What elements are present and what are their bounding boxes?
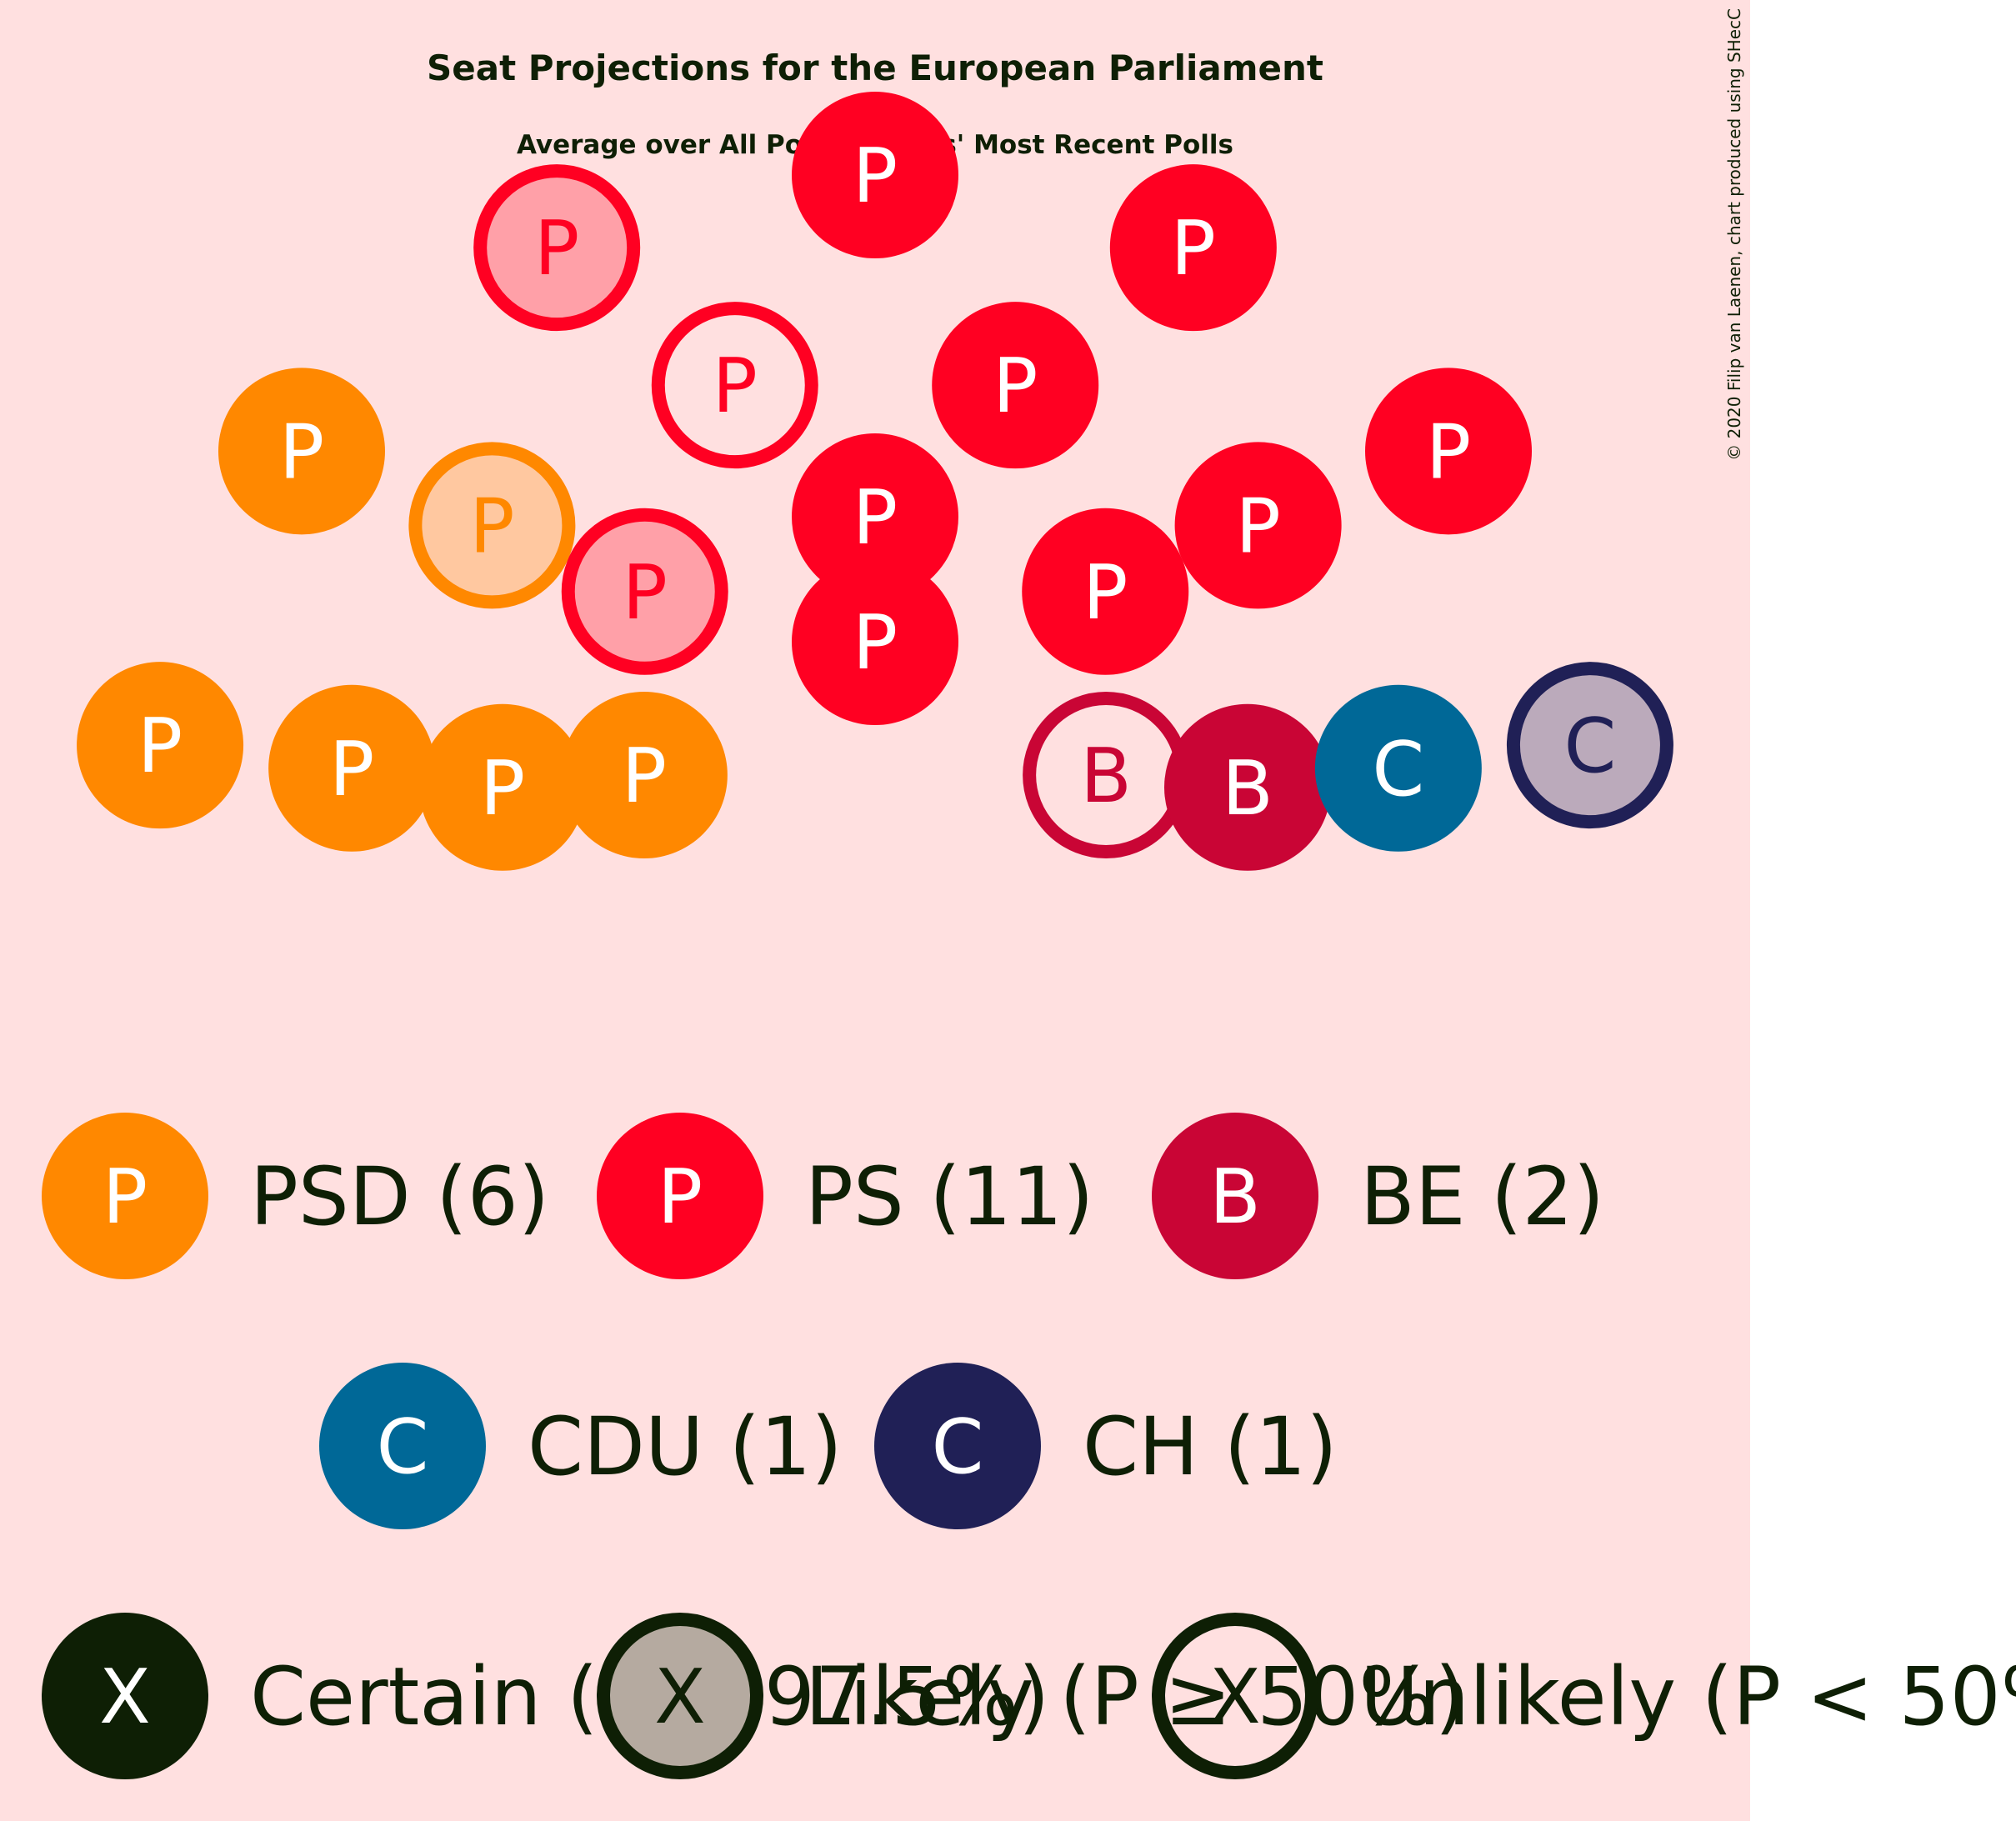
seat-ps-certain: P: [792, 92, 958, 258]
seat-psd-certain-circle: [419, 703, 587, 871]
seat-ps-certain: P: [1109, 164, 1277, 332]
legend-psd-marker-circle: [42, 1113, 208, 1279]
party-legend: P PSD (6) P PS (11) B BE (2) C CDU (1) C CH (1): [42, 1113, 1604, 1529]
seat-be-certain-circle: [1163, 703, 1331, 871]
legend-ps-label: PS (11): [805, 1150, 1093, 1243]
seat-psd-certain-letter: P: [138, 703, 183, 790]
seat-psd-likely-circle: [408, 442, 576, 609]
seat-ps-certain-letter: P: [1171, 205, 1216, 293]
credit-text: © 2020 Filip van Laenen, chart produced …: [1724, 8, 1744, 461]
legend-likely-marker-circle: [597, 1613, 763, 1779]
legend-unlikely-marker-circle: [1152, 1613, 1318, 1779]
seat-ps-certain-circle: [1022, 508, 1189, 675]
seat-be-certain: B: [1163, 703, 1331, 871]
seat-psd-certain-circle: [560, 692, 728, 858]
seat-ps-certain: P: [1365, 368, 1533, 535]
legend-unlikely-marker: X: [1152, 1613, 1318, 1779]
seat-ps-certain: P: [932, 302, 1099, 469]
seat-psd-certain-circle: [268, 684, 436, 852]
seat-ps-likely: P: [561, 508, 728, 675]
legend-psd-marker: P: [42, 1113, 208, 1279]
legend-cdu-marker-circle: [319, 1363, 486, 1529]
seat-psd-certain-letter: P: [480, 745, 525, 833]
legend-likely-label: Likely (P ≥ 50%): [805, 1650, 1466, 1743]
seat-cdu-certain-circle: [1314, 684, 1482, 852]
seat-ps-certain-letter: P: [1426, 408, 1471, 496]
seat-ps-likely-circle: [473, 164, 641, 332]
legend-certain-marker: X: [42, 1613, 208, 1779]
seat-ps-certain-circle: [792, 92, 958, 258]
legend-certain-marker-circle: [42, 1613, 208, 1779]
legend-ch-marker: C: [874, 1363, 1041, 1529]
seat-psd-certain-circle: [77, 662, 244, 829]
seat-be-certain-letter: B: [1222, 745, 1273, 833]
legend-psd-label: PSD (6): [250, 1150, 549, 1243]
legend-unlikely-label: Unlikely (P < 50%): [1360, 1650, 2016, 1743]
seat-ch-likely: C: [1506, 662, 1673, 829]
seat-ps-certain-letter: P: [1235, 483, 1280, 570]
seat-ch-likely-letter: C: [1564, 703, 1617, 790]
legend-be-label: BE (2): [1360, 1150, 1604, 1243]
legend-be-marker: B: [1152, 1113, 1318, 1279]
legend-ch-label: CH (1): [1083, 1400, 1338, 1493]
seat-psd-certain-circle: [218, 368, 385, 535]
legend-likely-marker: X: [597, 1613, 763, 1779]
legend-unlikely-marker-letter: X: [1209, 1653, 1261, 1741]
seat-ps-certain-letter: P: [853, 133, 898, 220]
seat-psd-certain-letter: P: [279, 408, 324, 496]
seat-psd-certain-letter: P: [329, 726, 374, 813]
seat-ps-likely: P: [473, 164, 641, 332]
chart-title: Seat Projections for the European Parlia…: [427, 48, 1323, 88]
legend-cdu-marker: C: [319, 1363, 486, 1529]
legend-cdu-label: CDU (1): [528, 1400, 843, 1493]
seat-ps-unlikely-letter: P: [713, 343, 758, 430]
legend-ps-marker-letter: P: [658, 1153, 703, 1241]
seat-ps-certain-letter: P: [993, 343, 1038, 430]
seat-psd-certain-letter: P: [622, 733, 667, 820]
seat-psd-certain: P: [560, 692, 728, 858]
seat-ps-certain: P: [1022, 508, 1189, 675]
legend-certain-marker-letter: X: [99, 1653, 151, 1741]
legend-ps-marker: P: [597, 1113, 763, 1279]
chart-background: [0, 0, 1750, 1821]
legend-psd-marker-letter: P: [103, 1153, 148, 1241]
seat-ps-certain: P: [792, 433, 958, 600]
seat-psd-certain: P: [218, 368, 385, 535]
seat-ps-likely-letter: P: [534, 205, 579, 293]
seat-psd-certain: P: [77, 662, 244, 829]
seat-cdu-certain-letter: C: [1372, 726, 1424, 813]
legend-likely-marker-letter: X: [654, 1653, 706, 1741]
seat-psd-likely-letter: P: [469, 483, 514, 570]
seat-psd-certain: P: [268, 684, 436, 852]
legend-ch-marker-circle: [874, 1363, 1041, 1529]
legend-ch-marker-letter: C: [932, 1403, 984, 1491]
seat-ch-likely-circle: [1506, 662, 1673, 829]
seat-ps-likely-letter: P: [623, 549, 668, 637]
seat-ps-unlikely: P: [651, 302, 818, 469]
seat-ps-certain-circle: [932, 302, 1099, 469]
seat-ps-certain-circle: [792, 433, 958, 600]
seat-ps-certain-circle: [1174, 442, 1342, 609]
seat-ps-certain-letter: P: [1083, 549, 1128, 637]
legend-be-marker-circle: [1152, 1113, 1318, 1279]
seat-ps-certain: P: [1174, 442, 1342, 609]
legend-cdu-marker-letter: C: [377, 1403, 429, 1491]
seat-psd-likely: P: [408, 442, 576, 609]
legend-be-marker-letter: B: [1209, 1153, 1261, 1241]
seat-ps-certain-circle: [792, 558, 958, 725]
seat-ps-unlikely-circle: [651, 302, 818, 469]
seat-ps-likely-circle: [561, 508, 728, 675]
seat-ps-certain-letter: P: [853, 474, 898, 562]
seat-psd-certain: P: [419, 703, 587, 871]
seat-ps-certain-circle: [1109, 164, 1277, 332]
seat-cdu-certain: C: [1314, 684, 1482, 852]
seat-ps-certain: P: [792, 558, 958, 725]
seat-be-unlikely-letter: B: [1080, 733, 1132, 820]
seat-ps-certain-letter: P: [853, 599, 898, 687]
seat-ps-certain-circle: [1365, 368, 1533, 535]
legend-ps-marker-circle: [597, 1113, 763, 1279]
